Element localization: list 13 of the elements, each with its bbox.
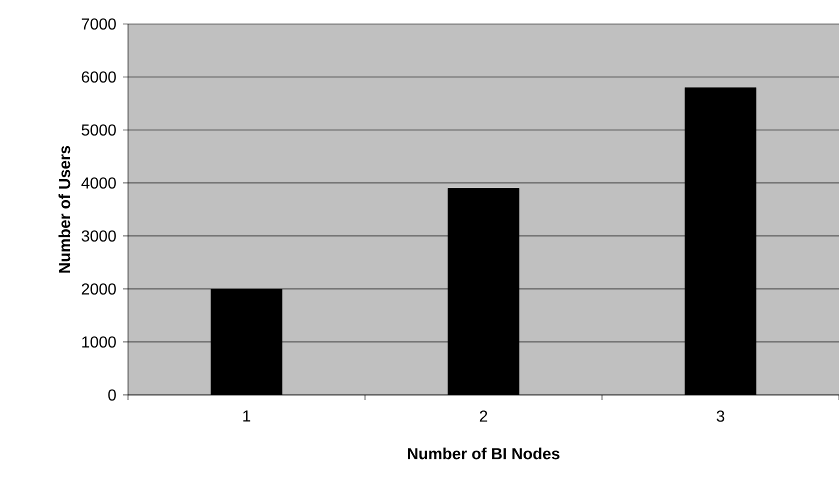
y-tick-label: 1000 <box>82 336 116 348</box>
y-tick-label: 5000 <box>82 124 116 136</box>
x-axis-title: Number of BI Nodes <box>408 448 560 460</box>
y-axis-title: Number of Users <box>58 146 70 273</box>
y-tick-label: 4000 <box>81 177 116 189</box>
y-tick-label: 2000 <box>82 283 116 295</box>
y-tick-label: 0 <box>108 389 116 401</box>
y-tick-label: 6000 <box>82 71 116 83</box>
x-tick-label: 2 <box>480 410 488 422</box>
x-tick-label: 3 <box>716 410 724 422</box>
x-tick-label: 1 <box>243 410 250 422</box>
y-tick-label: 3000 <box>82 230 116 242</box>
y-tick-label: 7000 <box>82 18 116 30</box>
